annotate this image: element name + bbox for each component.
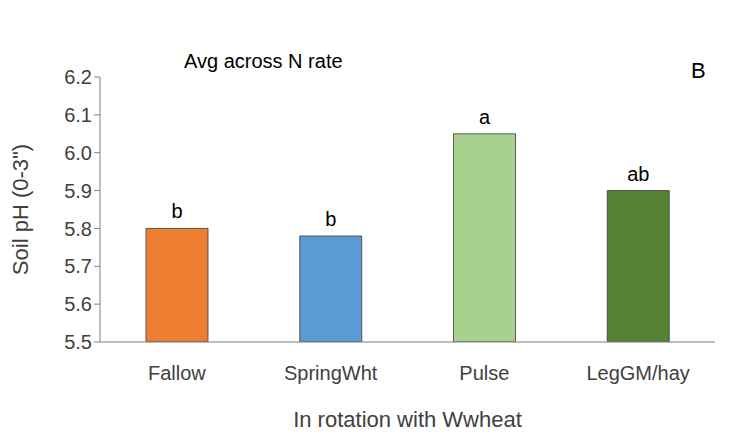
svg-text:5.7: 5.7: [64, 255, 92, 277]
svg-text:5.8: 5.8: [64, 218, 92, 240]
svg-text:5.5: 5.5: [64, 331, 92, 353]
svg-text:In rotation with Wwheat: In rotation with Wwheat: [293, 407, 522, 432]
svg-text:LegGM/hay: LegGM/hay: [586, 362, 689, 384]
svg-text:6.1: 6.1: [64, 104, 92, 126]
svg-text:Pulse: Pulse: [459, 362, 509, 384]
svg-text:5.9: 5.9: [64, 180, 92, 202]
svg-text:ab: ab: [627, 163, 649, 185]
svg-text:SpringWht: SpringWht: [284, 362, 378, 384]
html-text:Avg across N rate: Avg across N rate: [184, 50, 343, 72]
svg-text:a: a: [479, 106, 491, 128]
svg-text:5.6: 5.6: [64, 293, 92, 315]
svg-text:b: b: [171, 200, 182, 222]
html-text:B: B: [691, 58, 706, 83]
svg-text:Soil pH (0-3"): Soil pH (0-3"): [8, 144, 33, 275]
svg-text:6.2: 6.2: [64, 66, 92, 88]
svg-text:b: b: [325, 208, 336, 230]
svg-text:6.0: 6.0: [64, 142, 92, 164]
svg-text:Fallow: Fallow: [148, 362, 206, 384]
